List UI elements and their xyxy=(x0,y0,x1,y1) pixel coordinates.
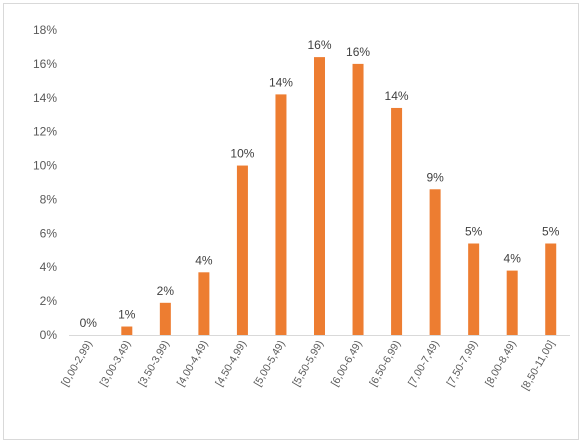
bar xyxy=(275,94,287,335)
y-tick-label: 0% xyxy=(40,328,58,342)
bar xyxy=(159,302,171,335)
x-category-label: [7,50-7,99) xyxy=(444,338,480,388)
y-tick-label: 14% xyxy=(33,91,57,105)
x-category-label: [4,00-4,49) xyxy=(175,339,211,389)
data-label: 4% xyxy=(195,253,213,267)
x-category-label: [3,00-3,49) xyxy=(98,339,134,389)
y-tick-label: 2% xyxy=(40,294,58,308)
y-tick-label: 8% xyxy=(40,192,58,206)
data-label: 14% xyxy=(269,75,293,89)
x-category-label: [6,50-6,99) xyxy=(367,339,403,389)
data-labels: 0% 1% 2% 4% 10% 14% 16% 16% 14% 9% 5% 4% 5% xyxy=(80,38,560,330)
bar xyxy=(468,243,480,335)
data-label: 10% xyxy=(230,147,254,161)
bar-series xyxy=(121,57,557,336)
bar xyxy=(236,165,248,335)
bar xyxy=(198,272,210,335)
y-tick-label: 12% xyxy=(33,125,57,139)
data-label: 14% xyxy=(385,89,409,103)
data-label: 5% xyxy=(542,225,560,239)
data-label: 1% xyxy=(118,308,136,322)
y-axis: 0% 2% 4% 6% 8% 10% 12% 14% 16% 18% xyxy=(33,23,57,342)
data-label: 16% xyxy=(307,38,331,52)
y-tick-label: 16% xyxy=(33,57,57,71)
x-category-label: [0,00-2,99) xyxy=(59,339,95,389)
x-category-label: [8,00-8,49) xyxy=(483,339,519,389)
data-label: 9% xyxy=(426,170,444,184)
y-tick-label: 10% xyxy=(33,159,57,173)
data-label: 5% xyxy=(465,225,483,239)
bar xyxy=(352,63,364,336)
bar xyxy=(506,270,518,335)
x-category-label: [5,00-5,49) xyxy=(252,339,288,389)
chart-frame: 0% 2% 4% 6% 8% 10% 12% 14% 16% 18% 0% 1% 2% 4% 10% 14%… xyxy=(3,3,579,440)
bar xyxy=(545,243,557,335)
data-label: 2% xyxy=(157,284,175,298)
bar xyxy=(121,326,133,335)
y-tick-label: 18% xyxy=(33,23,57,37)
x-category-label: [5,50-5,99) xyxy=(290,339,326,389)
bar xyxy=(391,107,403,335)
x-category-label: [4,50-4,99) xyxy=(213,339,249,389)
x-category-label: [8,50-11,00] xyxy=(519,338,557,392)
data-label: 4% xyxy=(504,252,522,266)
y-tick-label: 6% xyxy=(40,226,58,240)
y-tick-label: 4% xyxy=(40,260,58,274)
x-axis: [0,00-2,99) [3,00-3,49) [3,50-3,99) [4,00-4… xyxy=(59,335,570,392)
data-label: 0% xyxy=(80,316,98,330)
x-category-label: [3,50-3,99) xyxy=(136,339,172,389)
bar xyxy=(429,189,441,335)
data-label: 16% xyxy=(346,45,370,59)
bar-chart: 0% 2% 4% 6% 8% 10% 12% 14% 16% 18% 0% 1% 2% 4% 10% 14%… xyxy=(33,23,570,392)
bar xyxy=(314,57,325,335)
x-category-label: [7,00-7,49) xyxy=(406,339,442,389)
x-category-label: [6,00-6,49) xyxy=(329,339,365,389)
